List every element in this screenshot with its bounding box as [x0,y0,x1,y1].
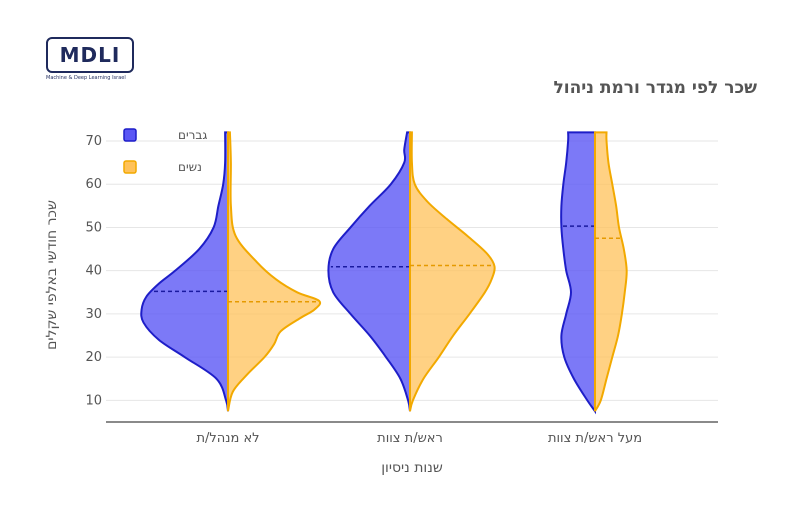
logo-text: MDLI [59,43,121,67]
legend-label: גברים [178,128,207,142]
legend-swatch [123,128,137,142]
y-tick-label: 60 [85,177,102,192]
violin-half-right [227,131,322,412]
violin-half-right [594,131,628,412]
y-tick-label: 20 [85,350,102,365]
violin-half-left [560,131,596,415]
logo-subtitle: Machine & Deep Learning Israel [46,75,126,81]
legend-swatch [123,160,137,174]
y-tick-label: 40 [85,264,102,279]
y-tick-label: 70 [85,134,102,149]
x-tick-label: ראש/ת צוות [377,431,443,446]
chart-title: שכר לפי מגדר ורמת ניהול [553,78,757,98]
x-axis-title: שנות ניסיון [381,460,443,476]
logo-box: MDLI [46,37,134,73]
y-tick-label: 10 [85,393,102,408]
legend-label: נשים [178,160,202,174]
y-axis-title: שכר חודשי באלפי שקלים [44,200,60,350]
x-tick-label: לא מנהל/ת [196,431,259,446]
mdli-logo: MDLI Machine & Deep Learning Israel [46,37,136,81]
violin-half-left [140,131,229,412]
x-tick-label: מעל ראש/ת צוות [548,431,642,446]
violin-half-left [327,131,411,412]
y-tick-label: 30 [85,307,102,322]
violin-half-right [409,131,496,412]
y-tick-label: 50 [85,220,102,235]
